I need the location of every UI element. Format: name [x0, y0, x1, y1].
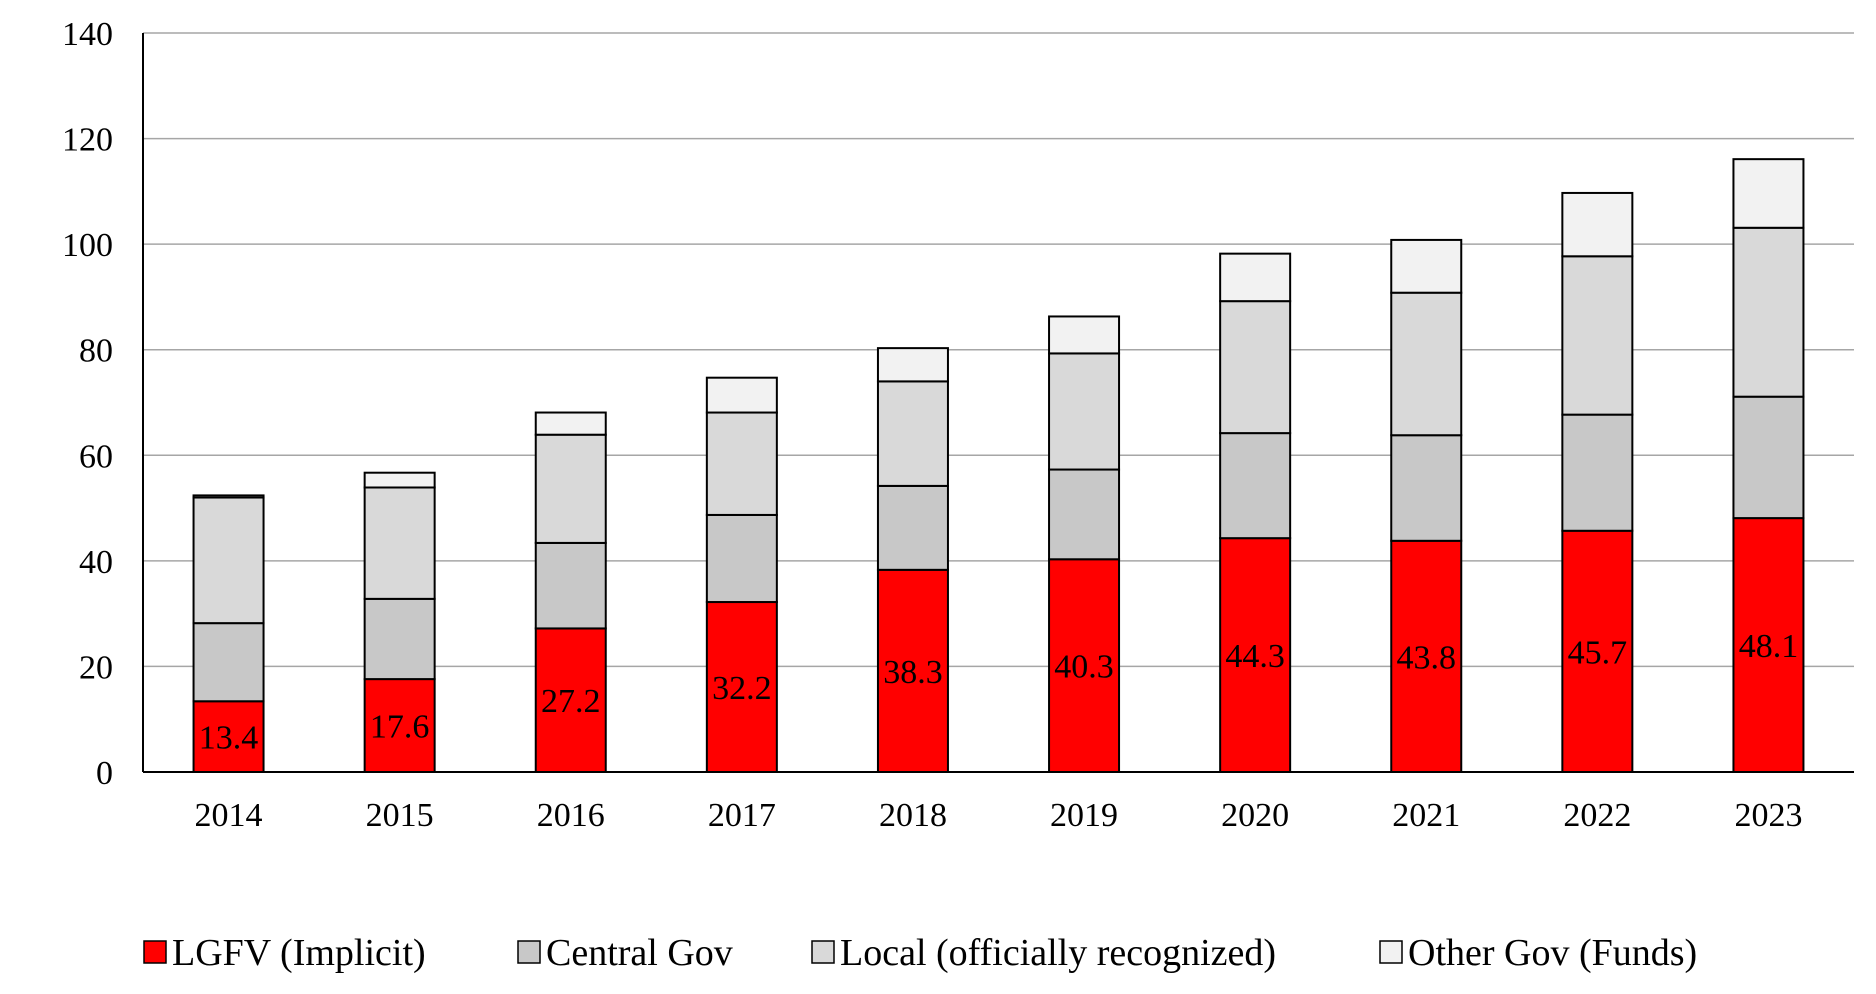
bar-segment-2020-series-3 — [1219, 252, 1292, 303]
bar-segment-2017-series-3 — [705, 376, 778, 414]
y-tick-label: 80 — [79, 333, 113, 370]
data-label-2016: 27.2 — [541, 683, 601, 720]
bar-segment-2014-series-3 — [192, 494, 265, 499]
legend-swatch-0 — [143, 940, 167, 964]
bar-segment-2020-series-1 — [1219, 432, 1292, 540]
bar-segment-2023-series-0 — [1732, 517, 1805, 773]
bar-segment-2019-series-2 — [1048, 352, 1121, 471]
bar-segment-2017-series-0 — [705, 601, 778, 774]
x-tick-label: 2015 — [366, 797, 434, 834]
data-label-2019: 40.3 — [1054, 649, 1114, 686]
y-tick-label: 140 — [62, 16, 113, 53]
legend-swatch-1 — [517, 940, 541, 964]
bar-segment-2022-series-3 — [1561, 191, 1634, 258]
legend-label-1: Central Gov — [546, 932, 733, 974]
bar-segment-2023-series-3 — [1732, 158, 1805, 229]
bar-segment-2021-series-0 — [1390, 539, 1463, 774]
data-label-2014: 13.4 — [199, 720, 259, 757]
bar-segment-2019-series-0 — [1048, 558, 1121, 773]
y-tick-label: 40 — [79, 544, 113, 581]
legend-label-2: Local (officially recognized) — [840, 932, 1276, 974]
legend: LGFV (Implicit) Central Gov Local (officia… — [143, 932, 1697, 974]
y-tick-label: 100 — [62, 227, 113, 264]
bar-segment-2016-series-3 — [534, 411, 607, 436]
x-tick-label: 2019 — [1050, 797, 1118, 834]
data-label-2020: 44.3 — [1225, 638, 1285, 675]
legend-label-0: LGFV (Implicit) — [172, 932, 426, 974]
bar-segment-2018-series-0 — [876, 568, 949, 773]
bar-segment-2019-series-3 — [1048, 315, 1121, 355]
axes: 0 20 40 60 80 100 120 140 2014 2015 2016 2017 2018 20… — [62, 16, 1854, 834]
bar-segment-2020-series-0 — [1219, 537, 1292, 774]
data-label-2023: 48.1 — [1739, 628, 1799, 665]
bar-segment-2020-series-2 — [1219, 300, 1292, 435]
data-label-2017: 32.2 — [712, 670, 772, 707]
bar-segment-2015-series-1 — [363, 597, 436, 681]
bar-segment-2022-series-1 — [1561, 413, 1634, 532]
bar-segment-2016-series-2 — [534, 433, 607, 544]
bar-segment-2015-series-0 — [363, 678, 436, 774]
bar-segment-2019-series-1 — [1048, 468, 1121, 561]
data-labels: 13.4 17.6 27.2 32.2 38.3 40.3 44.3 43.8 45.7 48.1 — [199, 628, 1798, 757]
bar-segment-2018-series-3 — [876, 347, 949, 383]
bar-segment-2021-series-1 — [1390, 434, 1463, 542]
legend-swatch-3 — [1379, 940, 1403, 964]
bar-segment-2018-series-1 — [876, 484, 949, 571]
data-label-2015: 17.6 — [370, 709, 430, 746]
data-label-2018: 38.3 — [883, 654, 943, 691]
data-label-2022: 45.7 — [1568, 634, 1628, 671]
x-tick-label: 2021 — [1392, 797, 1460, 834]
x-tick-label: 2017 — [708, 797, 776, 834]
y-tick-label: 0 — [96, 755, 113, 792]
bar-segment-2022-series-2 — [1561, 255, 1634, 416]
x-tick-label: 2016 — [537, 797, 605, 834]
x-tick-label: 2020 — [1221, 797, 1289, 834]
bar-segment-2015-series-2 — [363, 486, 436, 600]
bars — [192, 158, 1805, 774]
y-tick-label: 60 — [79, 438, 113, 475]
bar-segment-2018-series-2 — [876, 380, 949, 487]
bar-segment-2014-series-1 — [192, 622, 265, 703]
x-tick-label: 2022 — [1563, 797, 1631, 834]
bar-segment-2015-series-3 — [363, 471, 436, 489]
x-tick-label: 2014 — [195, 797, 263, 834]
data-label-2021: 43.8 — [1397, 639, 1457, 676]
bar-segment-2021-series-3 — [1390, 238, 1463, 294]
y-tick-label: 120 — [62, 122, 113, 159]
x-tick-label: 2018 — [879, 797, 947, 834]
bar-segment-2023-series-2 — [1732, 226, 1805, 398]
bar-segment-2014-series-2 — [192, 496, 265, 625]
bar-segment-2016-series-0 — [534, 627, 607, 773]
bar-segment-2021-series-2 — [1390, 291, 1463, 437]
legend-swatch-2 — [811, 940, 835, 964]
bar-segment-2016-series-1 — [534, 541, 607, 630]
bar-segment-2017-series-2 — [705, 411, 778, 516]
bar-segment-2017-series-1 — [705, 513, 778, 604]
legend-label-3: Other Gov (Funds) — [1408, 932, 1697, 974]
bar-segment-2023-series-1 — [1732, 395, 1805, 520]
x-tick-label: 2023 — [1734, 797, 1802, 834]
y-tick-label: 20 — [79, 649, 113, 686]
